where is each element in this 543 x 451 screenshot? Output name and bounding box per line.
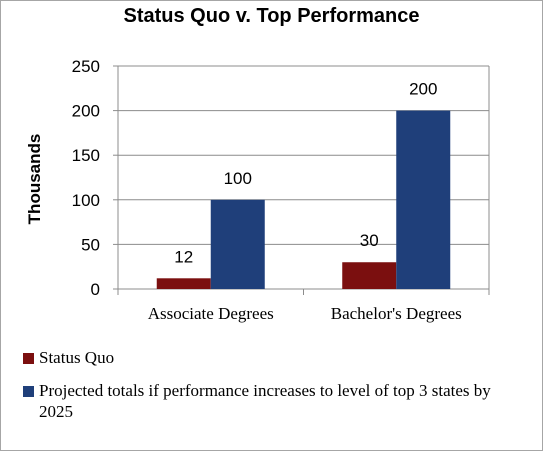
x-category-label: Associate Degrees: [148, 304, 274, 323]
y-axis-label: Thousands: [25, 134, 44, 225]
legend-swatch: [23, 353, 34, 364]
legend-item: Projected totals if performance increase…: [23, 380, 528, 422]
y-tick-label: 50: [81, 235, 100, 254]
y-tick-label: 250: [72, 57, 100, 76]
data-label: 200: [409, 80, 437, 99]
bar-status-quo: [342, 262, 397, 289]
y-tick-label: 100: [72, 191, 100, 210]
y-tick-label: 150: [72, 146, 100, 165]
y-tick-label: 200: [72, 102, 100, 121]
legend-item: Status Quo: [23, 347, 528, 368]
bar-projected: [210, 199, 265, 289]
bar-projected: [396, 110, 451, 289]
y-tick-label: 0: [91, 280, 100, 299]
chart-title: Status Quo v. Top Performance: [123, 5, 420, 27]
legend-swatch: [23, 386, 34, 397]
legend: Status Quo Projected totals if performanc…: [23, 347, 528, 434]
legend-label: Projected totals if performance increase…: [39, 381, 491, 421]
data-label: 30: [360, 231, 379, 250]
x-category-label: Bachelor's Degrees: [331, 304, 462, 323]
data-label: 12: [174, 247, 193, 266]
data-label: 100: [224, 169, 252, 188]
bar-status-quo: [156, 278, 211, 289]
legend-label: Status Quo: [39, 348, 115, 367]
chart-plot: 0 50 100 150 200 250 12 100 30 200 Associate Deg…: [25, 57, 490, 323]
